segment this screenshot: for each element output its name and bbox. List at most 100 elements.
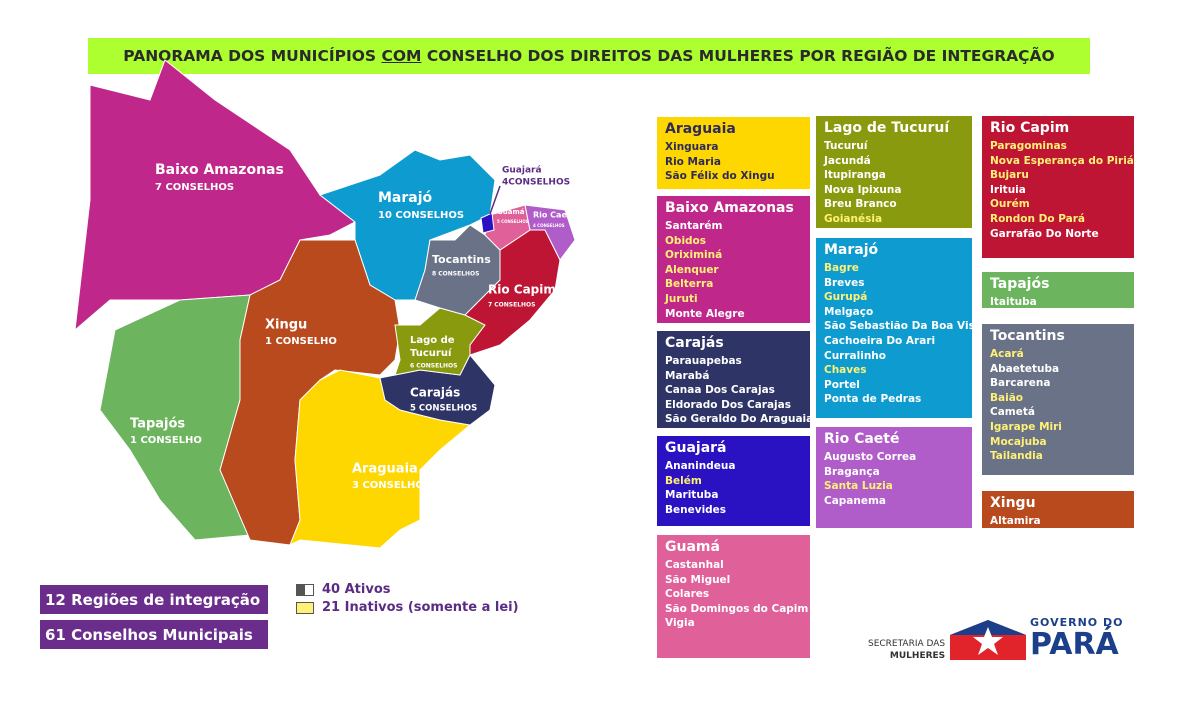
region-box: Araguaia Xinguara Rio Maria São Félix do Xi… (657, 117, 810, 189)
region-shape (219, 239, 401, 546)
municipality: São Sebastião Da Boa Vista (824, 320, 987, 333)
region-label: 7 CONSELHOS (155, 182, 234, 193)
municipality: Itaituba (990, 296, 1037, 308)
region-label: 7 CONSELHOS (488, 302, 535, 309)
region-label: 5 CONSELHOS (410, 404, 477, 414)
box-title: Lago de Tucuruí (824, 120, 950, 136)
municipality: Juruti (665, 292, 698, 305)
municipality: Benevides (665, 503, 727, 516)
municipality: Belém (665, 474, 702, 487)
stat-councils: 61 Conselhos Municipais (40, 620, 268, 649)
region-box: Tocantins Acará Abaetetuba Barcarena Baião Ca… (982, 324, 1134, 475)
municipality: Acará (990, 348, 1024, 360)
municipality: Melgaço (824, 305, 874, 318)
region-label: Tucuruí (410, 347, 452, 359)
region-label: Carajás (410, 386, 460, 400)
municipality: Abaetetuba (990, 362, 1060, 375)
municipality: Marituba (665, 489, 719, 502)
region-box: Carajás Parauapebas Marabá Canaa Dos Caraja… (657, 331, 814, 428)
box-title: Tocantins (990, 328, 1065, 344)
callout-line (489, 185, 501, 215)
region-box: Xingu Altamira (982, 491, 1134, 528)
box-title: Carajás (665, 335, 724, 351)
box-title: Xingu (990, 495, 1036, 511)
logo-text: GOVERNO DO (1030, 616, 1124, 629)
stat-regions: 12 Regiões de integração (40, 585, 268, 614)
municipality: Itupiranga (824, 169, 886, 182)
box-title: Rio Caeté (824, 431, 900, 447)
municipality: Parauapebas (665, 355, 742, 367)
region-box: Tapajós Itaituba (982, 272, 1134, 308)
municipality: Eldorado Dos Carajas (665, 398, 791, 411)
region-label: 4 CONSELHOS (533, 223, 565, 228)
municipality: Oriximiná (665, 249, 723, 262)
municipality: Gurupá (824, 291, 868, 304)
municipality: Baião (990, 391, 1023, 404)
municipality: Xinguara (665, 141, 719, 153)
box-title: Marajó (824, 242, 879, 258)
region-box: Guajará Ananindeua Belém Marituba Benevides (657, 436, 810, 526)
municipality: São Domingos do Capim (665, 602, 809, 615)
municipality: São Félix do Xingu (665, 170, 775, 183)
region-label: 3 CONSELHOS (352, 480, 431, 491)
region-label: 5 CONSELHOS (497, 219, 529, 224)
municipality: Paragominas (990, 140, 1067, 152)
municipality: Ananindeua (665, 460, 736, 472)
region-label: Tocantins (432, 253, 491, 266)
municipality: São Miguel (665, 573, 731, 586)
municipality: Breves (824, 276, 865, 289)
municipality: Capanema (824, 494, 887, 507)
region-label: Guajará (502, 166, 542, 176)
legend-inactive: 21 Inativos (somente a lei) (296, 600, 519, 615)
municipality: Breu Branco (824, 198, 897, 211)
region-label: 8 CONSELHOS (432, 271, 479, 278)
municipality: Mocajuba (990, 435, 1047, 448)
municipality: Castanhal (665, 559, 724, 571)
box-title: Rio Capim (990, 120, 1070, 136)
municipality: Jacundá (824, 154, 871, 167)
region-label: 1 CONSELHO (265, 336, 337, 347)
municipality: Bragança (824, 465, 880, 478)
municipality: Santa Luzia (824, 480, 893, 493)
legend-label: 40 Ativos (322, 582, 391, 597)
municipality: Santarém (665, 220, 723, 232)
logo-text: PARÁ (1030, 627, 1119, 662)
municipality: São Geraldo Do Araguaia (665, 413, 814, 426)
box-title: Guamá (665, 539, 720, 555)
region-shape (480, 212, 495, 234)
municipality: Marabá (665, 369, 710, 382)
municipality: Irituia (990, 183, 1026, 196)
municipality: Ponta de Pedras (824, 393, 922, 406)
box-title: Tapajós (990, 276, 1050, 292)
logo-text: MULHERES (889, 651, 946, 661)
municipality: Curralinho (824, 349, 886, 362)
municipality: Belterra (665, 278, 714, 291)
municipality: Igarape Miri (990, 420, 1062, 433)
municipality: Rondon Do Pará (990, 212, 1085, 225)
region-label: Rio Caeté (533, 210, 577, 220)
region-box: Marajó Bagre Breves Gurupá Melgaço São Sebast… (816, 238, 987, 418)
legend-swatch (296, 583, 314, 596)
region-label: Araguaia (352, 462, 418, 477)
municipality: Altamira (990, 515, 1041, 527)
municipality: Nova Ipixuna (824, 183, 902, 196)
municipality: Cachoeira Do Arari (824, 334, 936, 347)
municipality: Colares (665, 588, 710, 601)
municipality: Tucuruí (824, 140, 868, 152)
municipality: Obidos (665, 234, 707, 247)
title-bar: PANORAMA DOS MUNICÍPIOS COM CONSELHO DOS… (88, 38, 1090, 74)
municipality: Ourém (990, 198, 1030, 211)
regions (74, 59, 576, 549)
box-title: Baixo Amazonas (665, 200, 794, 216)
municipality: Rio Maria (665, 155, 721, 168)
municipality: Barcarena (990, 377, 1051, 390)
region-shape (524, 204, 576, 261)
title-text: PANORAMA DOS MUNICÍPIOS (123, 47, 382, 65)
map: Baixo Amazonas 7 CONSELHOS Marajó 10 CONSEL… (74, 59, 577, 549)
municipality: Chaves (824, 364, 867, 377)
municipality: Nova Esperança do Piriá (990, 154, 1134, 167)
municipality: Vigia (665, 617, 695, 630)
municipality: Augusto Correa (824, 451, 917, 463)
region-label: 1 CONSELHO (130, 435, 202, 446)
